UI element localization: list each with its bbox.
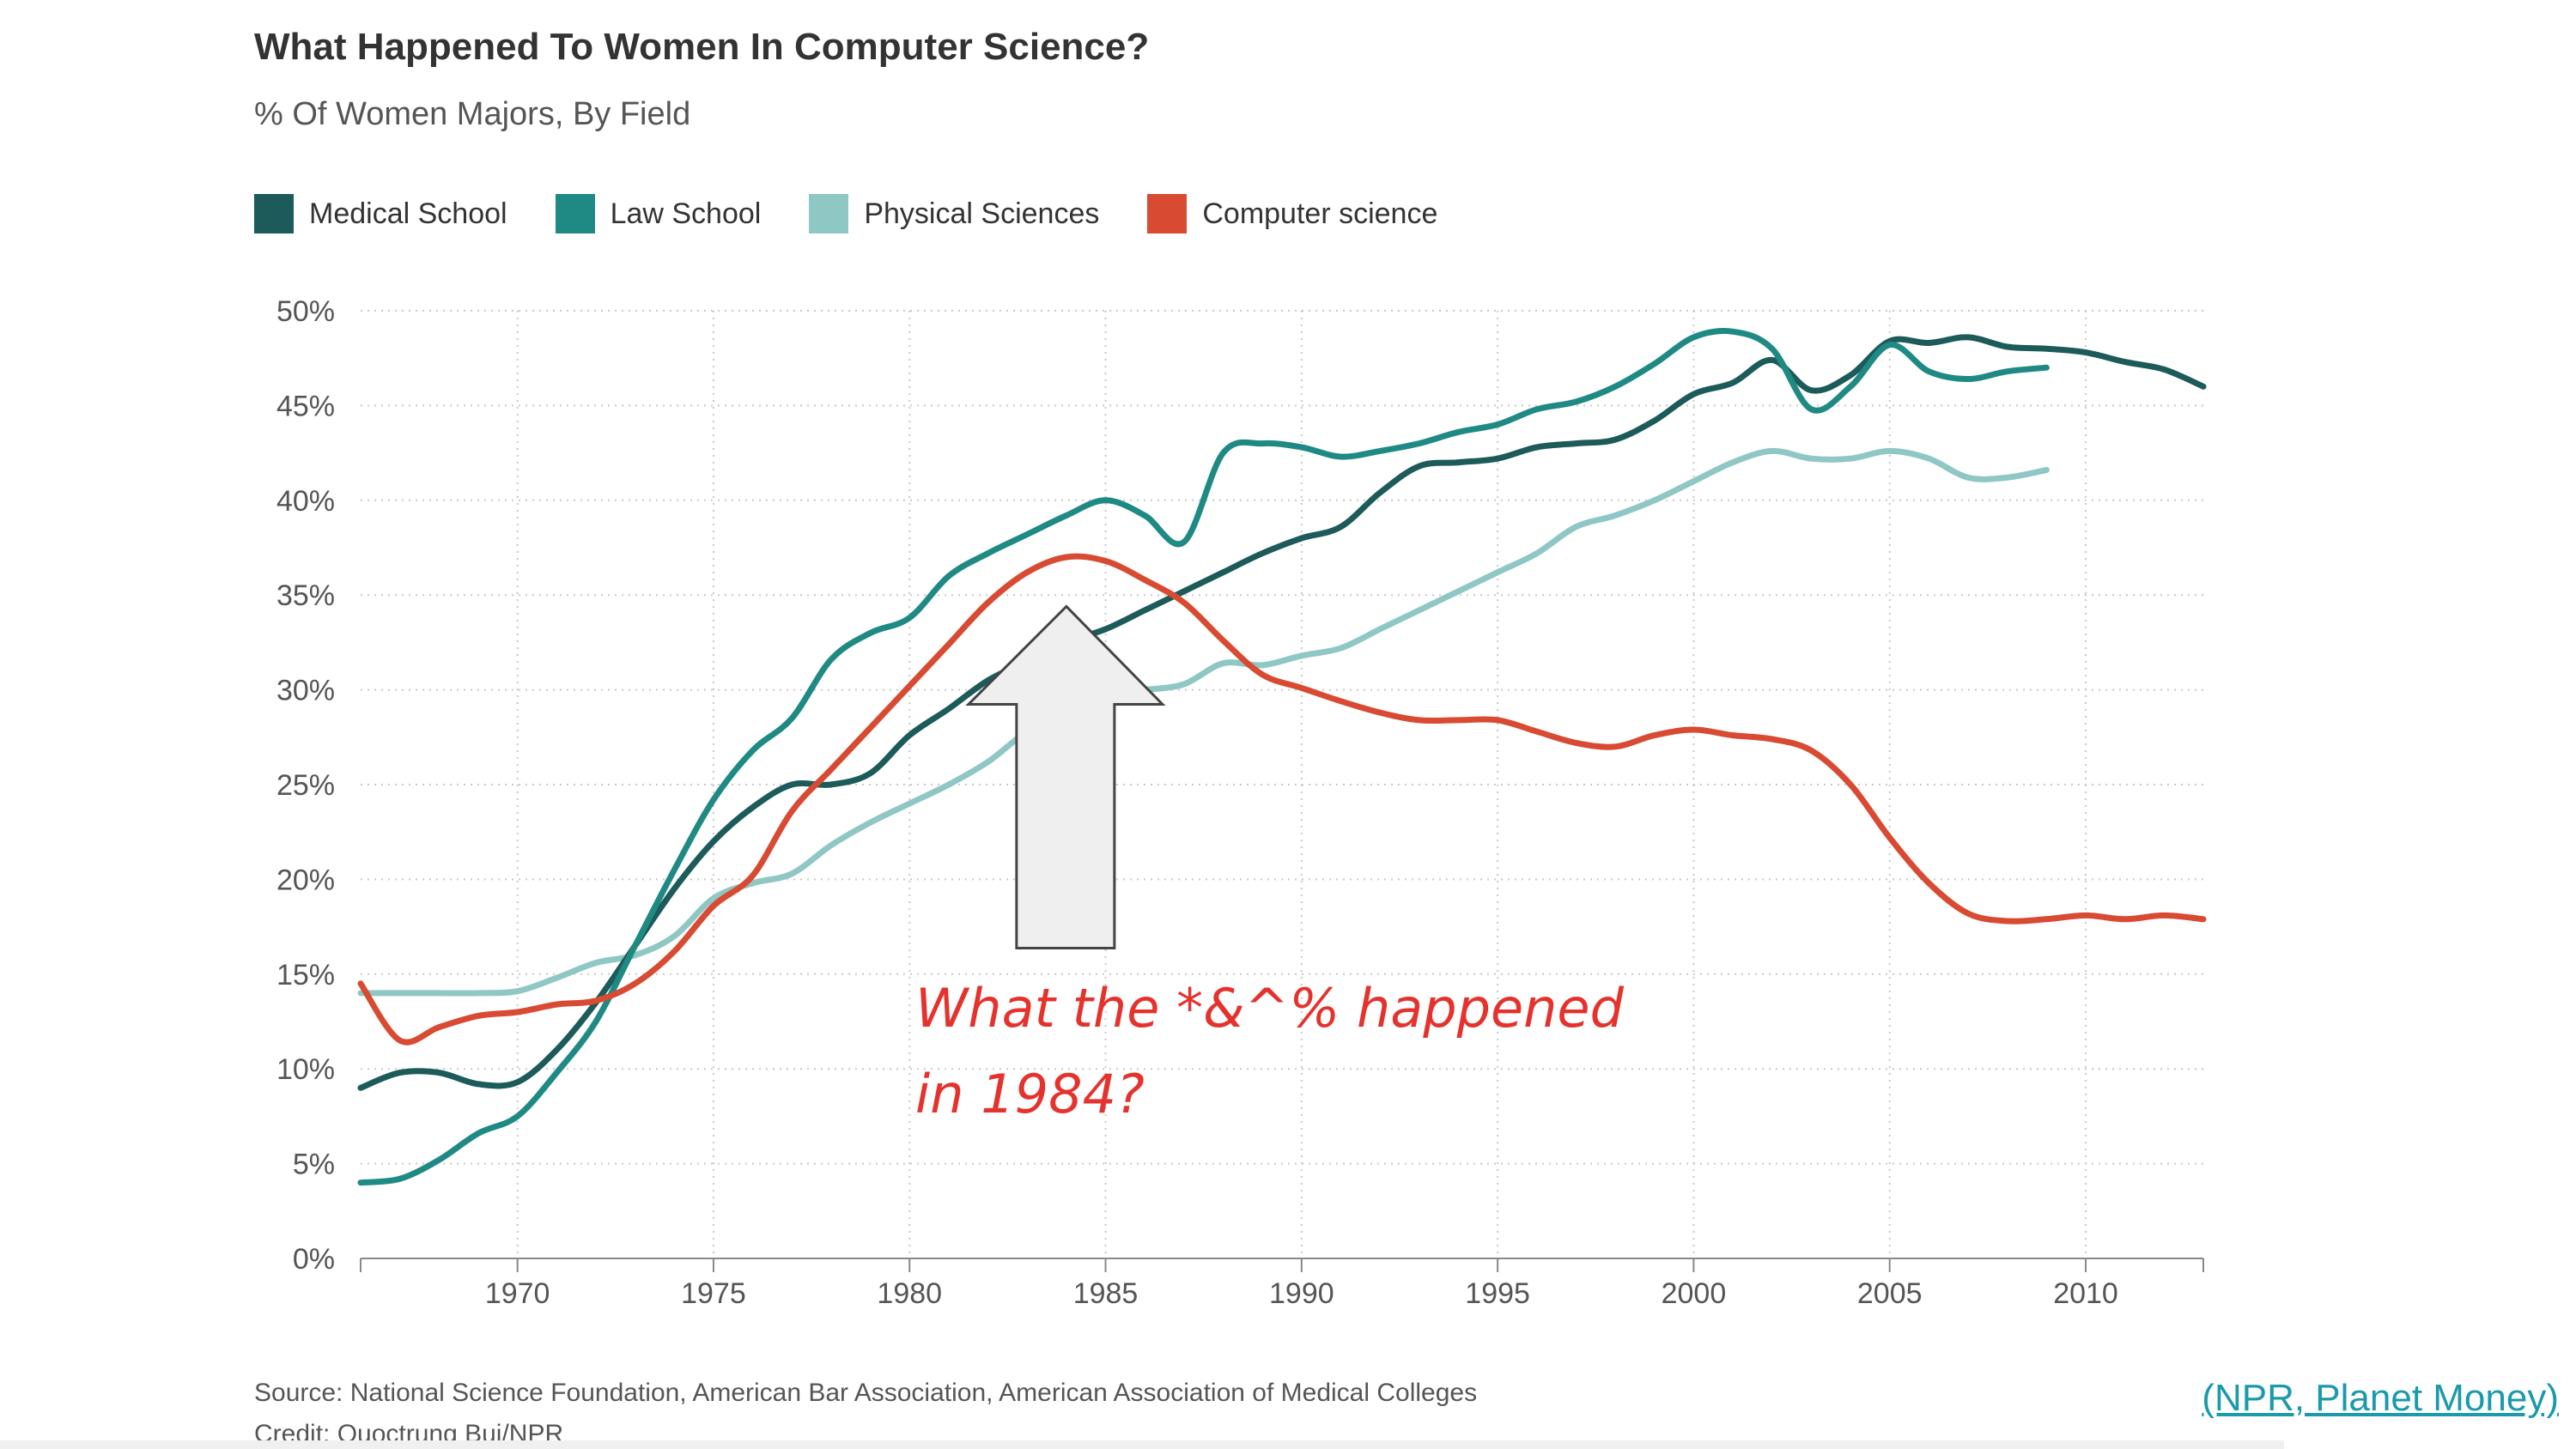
annotation-text-line-2: in 1984? bbox=[915, 1063, 1145, 1125]
annotation-arrow bbox=[965, 604, 1166, 949]
legend-label-physical-sciences: Physical Sciences bbox=[864, 197, 1100, 230]
series-line-medical-school bbox=[357, 334, 2207, 1091]
legend-label-computer-science: Computer science bbox=[1202, 197, 1438, 230]
legend-swatch-physical-sciences bbox=[809, 194, 849, 233]
y-tick-label: 40% bbox=[276, 485, 335, 518]
footer-divider bbox=[0, 1440, 2284, 1449]
x-tick-label: 1985 bbox=[1073, 1277, 1139, 1310]
y-tick-label: 45% bbox=[276, 390, 335, 422]
legend-swatch-law-school bbox=[555, 194, 595, 233]
y-tick-label: 35% bbox=[276, 579, 335, 612]
x-tick-label: 2005 bbox=[1857, 1277, 1923, 1310]
legend-item-medical-school: Medical School bbox=[254, 194, 507, 233]
y-tick-label: 30% bbox=[276, 675, 335, 707]
series-line-law-school bbox=[357, 328, 2050, 1186]
x-tick-label: 1975 bbox=[681, 1277, 746, 1310]
x-tick-label: 2000 bbox=[1662, 1277, 1727, 1310]
x-tick-label: 1970 bbox=[485, 1277, 550, 1310]
x-tick-label: 1980 bbox=[877, 1277, 942, 1310]
y-tick-label: 10% bbox=[276, 1053, 335, 1086]
y-tick-label: 5% bbox=[293, 1149, 335, 1181]
y-tick-label: 20% bbox=[276, 864, 335, 896]
x-tick-label: 1990 bbox=[1269, 1277, 1334, 1310]
legend-swatch-computer-science bbox=[1147, 194, 1188, 233]
x-tick-label: 1995 bbox=[1465, 1277, 1530, 1310]
legend-item-physical-sciences: Physical Sciences bbox=[809, 194, 1099, 233]
chart-legend: Medical School Law School Physical Scien… bbox=[254, 194, 1485, 233]
legend-swatch-medical-school bbox=[254, 194, 294, 233]
y-tick-label: 50% bbox=[276, 295, 335, 328]
npr-planet-money-link[interactable]: (NPR, Planet Money) bbox=[2202, 1377, 2559, 1419]
chart-subtitle: % Of Women Majors, By Field bbox=[254, 96, 691, 132]
legend-item-law-school: Law School bbox=[555, 194, 762, 233]
series-line-computer-science bbox=[357, 553, 2207, 1046]
y-tick-label: 25% bbox=[276, 769, 335, 802]
series-line-physical-sciences bbox=[357, 447, 2050, 997]
legend-item-computer-science: Computer science bbox=[1147, 194, 1437, 233]
annotation-text-line-1: What the *&^% happened bbox=[915, 977, 1625, 1040]
chart-title: What Happened To Women In Computer Scien… bbox=[254, 26, 1150, 68]
y-tick-label: 15% bbox=[276, 959, 335, 991]
line-chart: 0% 5% 10% 15% 20% 25% 30% 35% 40% 45% 50% 1970 1975 1… bbox=[276, 295, 2207, 1310]
y-tick-label: 0% bbox=[293, 1243, 335, 1276]
legend-label-medical-school: Medical School bbox=[309, 197, 507, 230]
legend-label-law-school: Law School bbox=[610, 197, 762, 230]
source-note: Source: National Science Foundation, Ame… bbox=[254, 1379, 1478, 1407]
x-tick-label: 2010 bbox=[2053, 1277, 2118, 1310]
